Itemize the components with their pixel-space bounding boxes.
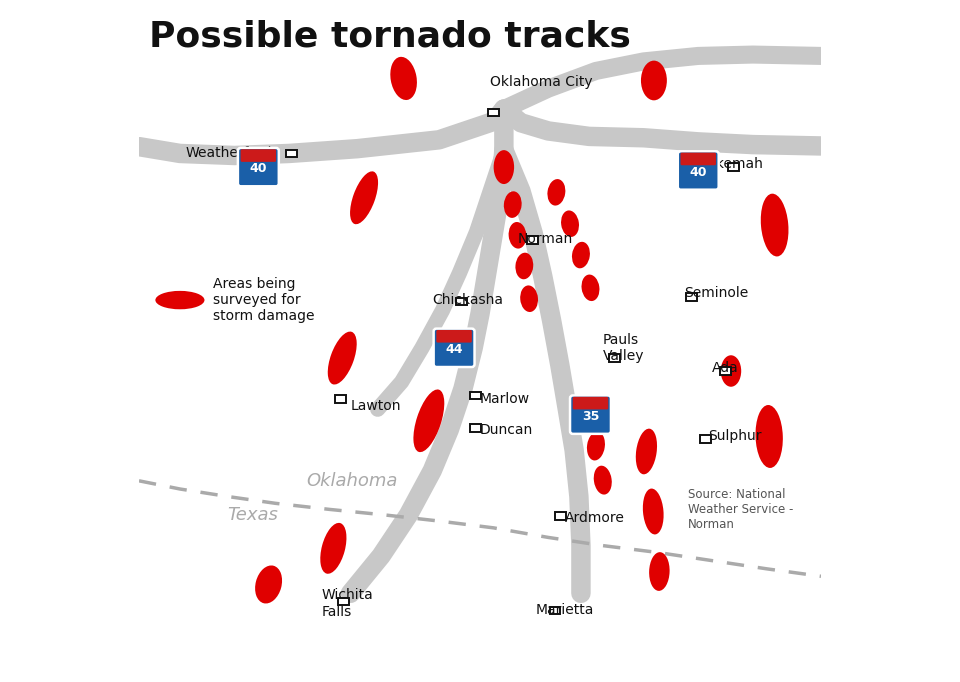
Ellipse shape xyxy=(504,192,521,218)
Text: 44: 44 xyxy=(445,343,463,356)
FancyBboxPatch shape xyxy=(434,329,474,367)
FancyBboxPatch shape xyxy=(437,330,471,342)
Text: Ada: Ada xyxy=(712,361,738,375)
Ellipse shape xyxy=(760,194,788,256)
Text: Marlow: Marlow xyxy=(480,392,530,406)
Ellipse shape xyxy=(493,150,515,184)
Text: Source: National
Weather Service -
Norman: Source: National Weather Service - Norma… xyxy=(688,488,793,531)
Bar xyxy=(338,597,349,606)
Ellipse shape xyxy=(414,389,444,452)
Ellipse shape xyxy=(391,57,417,100)
Bar xyxy=(549,606,561,614)
Text: Oklahoma City: Oklahoma City xyxy=(491,74,593,89)
Bar xyxy=(555,512,566,520)
FancyBboxPatch shape xyxy=(681,153,716,165)
Text: Areas being
surveyed for
storm damage: Areas being surveyed for storm damage xyxy=(213,277,314,323)
Ellipse shape xyxy=(721,355,741,387)
Bar xyxy=(527,236,538,244)
FancyBboxPatch shape xyxy=(238,148,278,186)
Text: Duncan: Duncan xyxy=(480,423,533,436)
Ellipse shape xyxy=(321,523,347,574)
Bar xyxy=(609,354,620,362)
FancyBboxPatch shape xyxy=(678,151,719,190)
FancyBboxPatch shape xyxy=(241,149,276,162)
Ellipse shape xyxy=(636,429,657,474)
Text: Texas: Texas xyxy=(228,506,278,524)
Ellipse shape xyxy=(587,432,605,460)
Bar xyxy=(335,395,347,403)
Ellipse shape xyxy=(582,275,599,301)
Ellipse shape xyxy=(327,331,357,385)
Text: Ardmore: Ardmore xyxy=(565,512,625,525)
Ellipse shape xyxy=(641,61,667,100)
Ellipse shape xyxy=(520,286,538,312)
Bar xyxy=(286,149,297,158)
Bar xyxy=(720,367,731,375)
Text: Norman: Norman xyxy=(517,232,573,246)
Text: Chickasha: Chickasha xyxy=(432,293,503,307)
FancyBboxPatch shape xyxy=(573,397,609,409)
Ellipse shape xyxy=(509,222,526,248)
Ellipse shape xyxy=(572,242,589,268)
Text: Lawton: Lawton xyxy=(350,399,401,413)
FancyBboxPatch shape xyxy=(570,396,611,434)
Ellipse shape xyxy=(756,405,782,468)
Ellipse shape xyxy=(516,253,533,279)
Ellipse shape xyxy=(593,466,612,494)
Text: 40: 40 xyxy=(250,162,267,175)
Text: Pauls
Valley: Pauls Valley xyxy=(603,333,644,363)
Text: Possible tornado tracks: Possible tornado tracks xyxy=(149,19,631,53)
Text: Oklahoma: Oklahoma xyxy=(306,472,397,490)
Bar xyxy=(700,435,710,443)
Text: Okemah: Okemah xyxy=(705,157,763,170)
Ellipse shape xyxy=(643,488,663,535)
Bar xyxy=(469,391,481,400)
Text: 40: 40 xyxy=(689,166,707,179)
Bar xyxy=(456,297,468,306)
Bar xyxy=(686,293,697,301)
Text: Wichita
Falls: Wichita Falls xyxy=(322,589,373,619)
Bar xyxy=(729,163,739,171)
Bar xyxy=(469,424,481,432)
Ellipse shape xyxy=(561,211,579,237)
Ellipse shape xyxy=(547,179,565,205)
Text: Weatherford: Weatherford xyxy=(185,147,272,160)
Ellipse shape xyxy=(649,552,670,591)
Text: Sulphur: Sulphur xyxy=(708,430,762,443)
Ellipse shape xyxy=(156,291,204,309)
Text: 35: 35 xyxy=(582,410,599,423)
Text: Marietta: Marietta xyxy=(536,604,594,617)
Ellipse shape xyxy=(350,171,378,224)
Ellipse shape xyxy=(255,565,282,604)
Text: Seminole: Seminole xyxy=(684,286,749,300)
Bar xyxy=(489,108,499,117)
